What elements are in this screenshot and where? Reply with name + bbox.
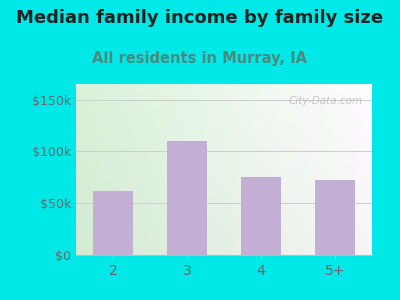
Text: City-Data.com: City-Data.com: [289, 96, 363, 106]
Text: All residents in Murray, IA: All residents in Murray, IA: [92, 51, 308, 66]
Bar: [241, 177, 281, 255]
Bar: [167, 141, 207, 255]
Bar: [93, 191, 133, 255]
Text: Median family income by family size: Median family income by family size: [16, 9, 384, 27]
Bar: [315, 180, 355, 255]
